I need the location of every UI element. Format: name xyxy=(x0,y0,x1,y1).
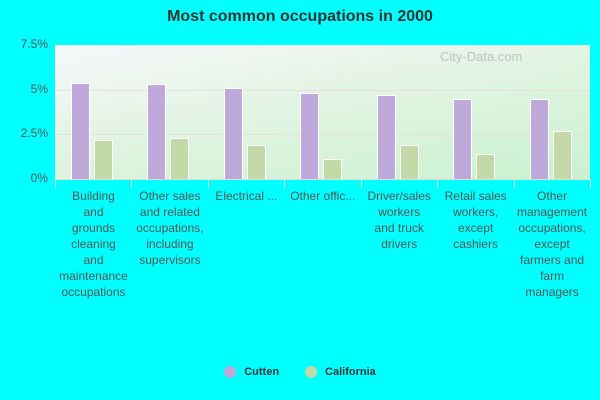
x-tick-label: Driver/sales workers and truck drivers xyxy=(367,189,431,251)
bar-california[interactable] xyxy=(323,159,343,179)
x-tick-mark xyxy=(131,179,133,188)
x-tick-label: Other offic... xyxy=(290,189,356,203)
bar-california[interactable] xyxy=(246,145,266,179)
x-tick-mark xyxy=(207,179,209,188)
legend-item-cutten[interactable]: Cutten xyxy=(224,366,279,378)
bar-california[interactable] xyxy=(170,137,190,179)
bar-california[interactable] xyxy=(476,154,496,179)
x-tick-label: Other management occupations, except far… xyxy=(517,189,588,299)
x-tick-mark xyxy=(437,179,439,188)
watermark: City-Data.com xyxy=(440,49,523,64)
y-tick-label: 0% xyxy=(30,171,48,185)
y-tick-label: 5% xyxy=(30,81,48,96)
chart-title: Most common occupations in 2000 xyxy=(167,8,433,25)
legend-label: Cutten xyxy=(244,366,280,378)
plot-area: City-Data.com xyxy=(55,45,590,179)
x-tick-mark xyxy=(55,179,56,188)
bar-california[interactable] xyxy=(552,130,572,179)
x-tick-mark xyxy=(590,179,591,188)
y-tick-label: 7.5% xyxy=(20,37,48,51)
legend-dot-icon xyxy=(305,366,318,378)
bar-cutten[interactable] xyxy=(529,98,549,179)
x-tick-label: Building and grounds cleaning and mainte… xyxy=(59,189,128,299)
x-tick-label: Electrical ... xyxy=(215,189,278,203)
x-tick-label: Retail sales workers, except cashiers xyxy=(444,189,507,251)
x-axis xyxy=(55,179,590,180)
y-tick-label: 2.5% xyxy=(20,126,48,141)
gridline xyxy=(55,89,590,91)
legend-dot-icon xyxy=(224,366,237,378)
gridline xyxy=(55,134,590,136)
bar-cutten[interactable] xyxy=(376,95,396,179)
bar-california[interactable] xyxy=(399,145,419,179)
x-tick-label: Other sales and related occupations, inc… xyxy=(136,189,204,267)
x-tick-mark xyxy=(513,179,515,188)
bar-cutten[interactable] xyxy=(223,87,243,179)
bar-california[interactable] xyxy=(94,139,113,179)
bar-cutten[interactable] xyxy=(453,98,473,179)
legend-item-california[interactable]: California xyxy=(305,366,376,378)
legend-label: California xyxy=(325,366,376,378)
bar-cutten[interactable] xyxy=(300,93,320,179)
bar-cutten[interactable] xyxy=(147,84,167,179)
x-tick-mark xyxy=(360,179,362,188)
bar-cutten[interactable] xyxy=(71,82,90,179)
legend: Cutten California xyxy=(0,366,600,378)
x-tick-mark xyxy=(284,179,286,188)
